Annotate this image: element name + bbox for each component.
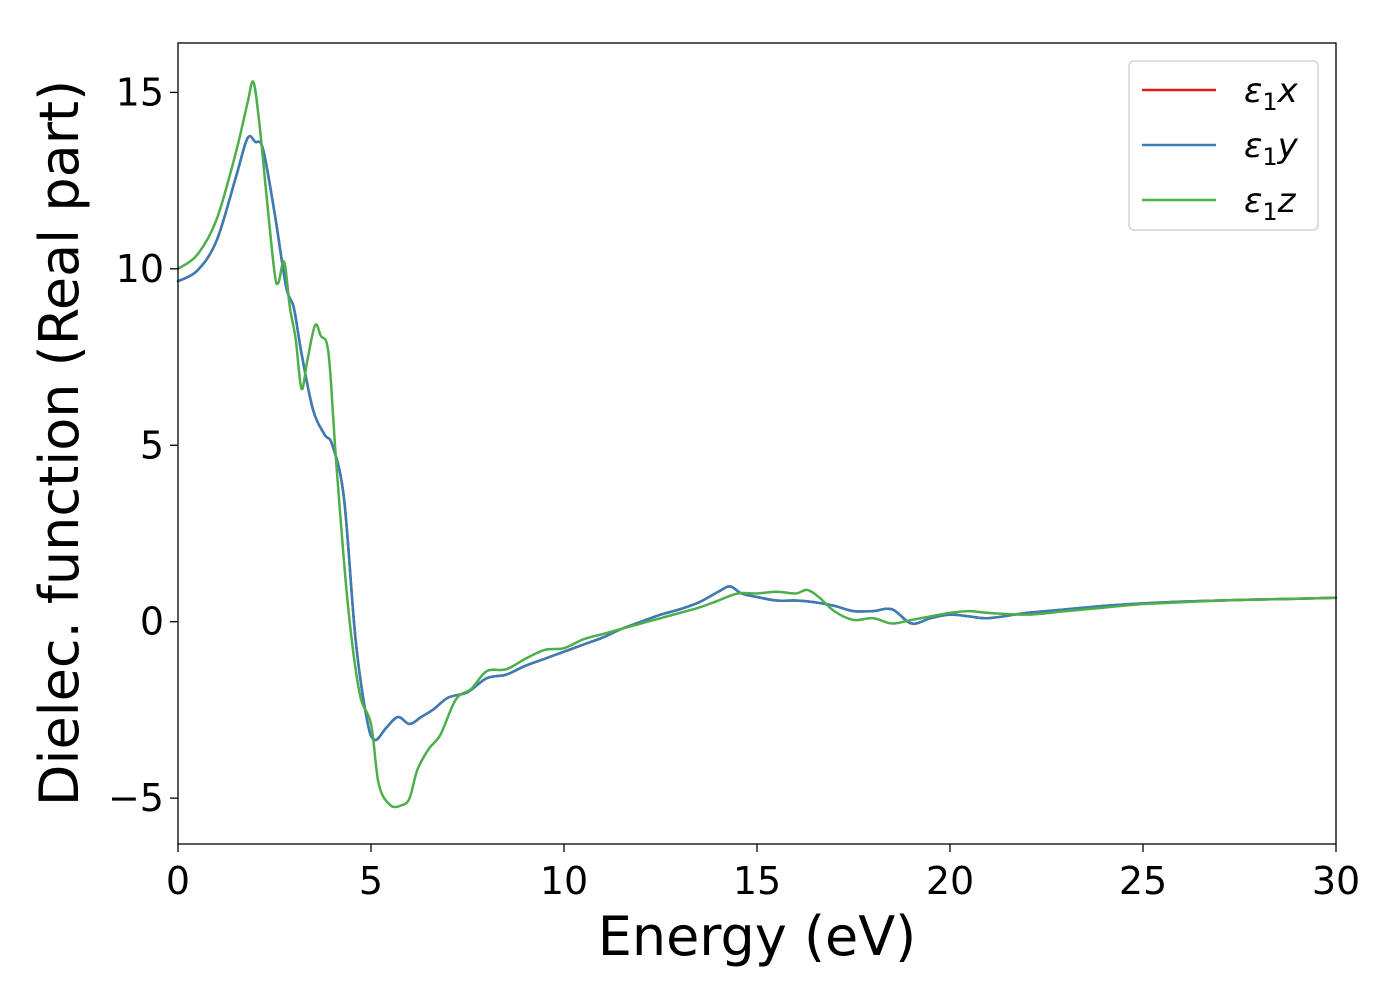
legend-frame [1128,60,1319,231]
series-layer [176,80,1338,809]
legend: ε1x ε1y ε1z [1128,60,1319,231]
x-tick-label: 25 [1119,859,1167,903]
y-tick-label: 0 [140,600,164,644]
y-axis-title: Dielec. function (Real part) [28,80,91,806]
x-tick-label: 5 [359,859,383,903]
y-tick-label: 15 [116,70,164,114]
x-tick-label: 15 [733,859,781,903]
y-tick-label: 5 [140,423,164,467]
x-tick-label: 30 [1312,859,1360,903]
legend-label-y: ε1y [1244,126,1299,171]
y-tick-label: 10 [116,247,164,291]
series-line-z [176,80,1338,809]
x-tick-label: 20 [926,859,974,903]
series-line-y [176,134,1338,742]
x-tick-label: 10 [540,859,588,903]
x-axis: 0 5 10 15 20 25 30 [166,844,1360,903]
legend-label-x: ε1x [1244,71,1299,116]
y-tick-label: −5 [108,776,164,820]
legend-label-z: ε1z [1244,181,1297,226]
x-tick-label: 0 [166,859,190,903]
x-axis-title: Energy (eV) [598,905,917,968]
y-axis: −5 0 5 10 15 [108,70,178,820]
